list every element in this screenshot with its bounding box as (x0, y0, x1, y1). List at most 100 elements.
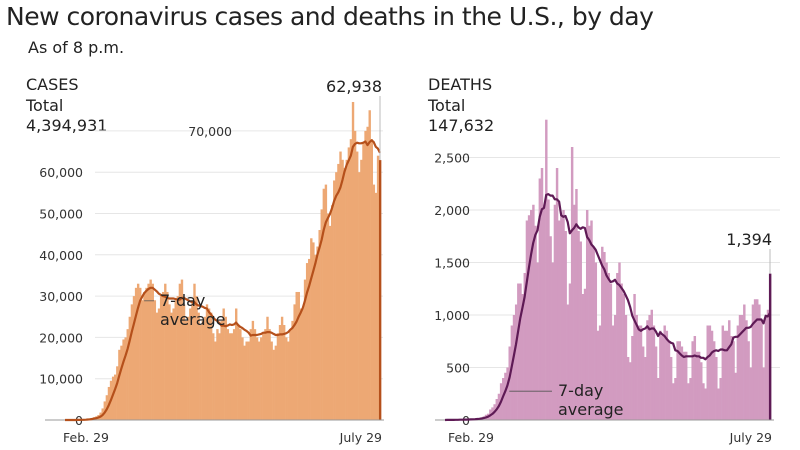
bar (272, 349, 275, 420)
y-tick-label: 1,500 (434, 256, 470, 271)
bar (184, 320, 188, 420)
bar (199, 325, 202, 420)
bar (299, 308, 303, 420)
bar (545, 119, 548, 420)
bar (652, 325, 656, 420)
bar (349, 139, 353, 420)
bar (590, 220, 593, 420)
chart-subtitle: As of 8 p.m. (28, 38, 125, 57)
bar (308, 258, 311, 420)
bar (635, 315, 638, 420)
bar (654, 346, 658, 420)
bar (145, 287, 148, 420)
y-tick-label: 10,000 (39, 372, 83, 387)
bar (347, 147, 351, 421)
bar (214, 341, 217, 420)
bar (314, 254, 317, 420)
y-tick-label: 70,000 (188, 124, 232, 139)
bar (339, 151, 342, 421)
bar (222, 308, 225, 420)
bar (368, 110, 371, 420)
last-day-bar (378, 160, 382, 421)
bar (245, 341, 248, 420)
last-value-label: 1,394 (726, 230, 772, 249)
bar (139, 287, 142, 420)
bar (519, 283, 522, 420)
bar (620, 283, 623, 420)
bar (542, 204, 546, 420)
bar (205, 304, 209, 420)
bar (278, 325, 282, 420)
bar (114, 374, 117, 420)
bar (305, 263, 309, 420)
bar (622, 294, 626, 420)
bar (517, 283, 520, 420)
y-tick-label: 60,000 (39, 165, 83, 180)
bar (187, 316, 190, 420)
bar (736, 325, 740, 420)
cases-panel: CASESTotal4,394,931010,00020,00030,00040… (25, 75, 384, 445)
bar (270, 341, 273, 420)
bar (676, 341, 679, 420)
bar (197, 312, 200, 420)
bar (293, 304, 296, 420)
bar (297, 291, 300, 420)
bar (360, 159, 363, 420)
average-annotation-line2: average (558, 400, 624, 419)
bar (693, 336, 697, 420)
bar (648, 315, 651, 420)
bar (136, 283, 140, 420)
bar (170, 312, 173, 420)
bar (536, 262, 539, 420)
panel-label: CASES (26, 75, 79, 94)
bar (678, 341, 681, 420)
bar (149, 279, 152, 420)
bar (126, 329, 129, 420)
bar (218, 333, 221, 420)
bar (695, 351, 699, 420)
bar (195, 296, 198, 420)
last-day-bar (768, 273, 772, 420)
y-tick-label: 2,000 (434, 203, 470, 218)
bar (555, 168, 559, 420)
bar (176, 296, 179, 420)
bar (689, 378, 692, 420)
y-tick-label: 500 (446, 361, 470, 376)
bar (594, 262, 598, 420)
bar (370, 139, 373, 420)
bar (732, 341, 735, 420)
bar (684, 351, 688, 420)
bar (764, 315, 768, 420)
bar (663, 325, 666, 420)
bar (141, 300, 144, 420)
bar (680, 346, 684, 420)
seven-day-average-line (444, 193, 771, 422)
bar (182, 304, 186, 420)
bar (747, 341, 750, 420)
bar (343, 168, 346, 420)
bar (243, 345, 246, 420)
bar (174, 300, 177, 420)
bar (618, 262, 621, 420)
bar (356, 151, 359, 421)
bar (280, 316, 284, 420)
bar (337, 163, 340, 420)
bar (362, 143, 365, 421)
bar (191, 300, 194, 420)
bar (376, 155, 380, 420)
bar (310, 238, 313, 420)
y-tick-label: 20,000 (39, 330, 83, 345)
bar (166, 291, 169, 420)
bar (130, 304, 134, 420)
bar (667, 341, 671, 420)
bar (318, 230, 321, 420)
bar (534, 225, 537, 420)
bar (702, 383, 705, 420)
bar (209, 312, 213, 420)
bar (562, 210, 565, 420)
bar (322, 188, 326, 420)
bar (510, 325, 514, 420)
bar (719, 378, 722, 420)
bar (268, 329, 271, 420)
bar (326, 213, 330, 420)
